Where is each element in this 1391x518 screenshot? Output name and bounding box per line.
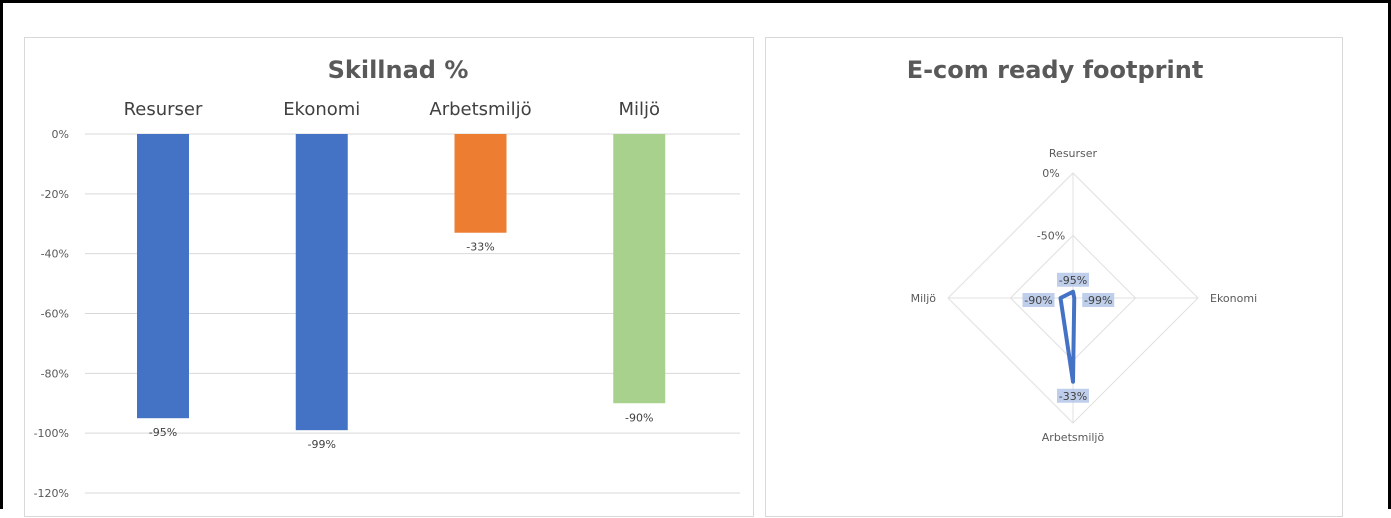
y-tick-label: 0% [52,128,69,141]
y-tick-label: -40% [41,248,69,261]
radar-data-label: -33% [1059,390,1087,403]
bar-chart-gridlines [85,133,740,494]
radar-chart-panel: E-com ready footprint 0% -50% Resurser Eko… [765,37,1343,517]
y-tick-label: -60% [41,308,69,321]
bar-chart-category-labels: Resurser Ekonomi Arbetsmiljö Miljö [124,99,660,120]
radial-tick-label: 0% [1042,167,1059,180]
y-tick-label: -80% [41,367,69,380]
data-label: -99% [308,438,336,451]
y-tick-label: -100% [34,427,69,440]
radar-chart: E-com ready footprint 0% -50% Resurser Eko… [907,56,1258,444]
radar-chart-category-labels: Resurser Ekonomi Arbetsmiljö Miljö [911,147,1258,444]
bar [613,134,666,404]
radar-chart-data-labels: -95% -99% -33% -90% [1022,272,1115,403]
radar-chart-title: E-com ready footprint [907,56,1204,84]
bar [137,134,189,419]
category-label: Arbetsmiljö [429,99,531,120]
radar-data-label-bg [1057,272,1089,287]
data-label: -90% [625,411,653,424]
bar-chart-bars [137,134,666,431]
radar-data-label-bg [1022,293,1055,307]
bar-chart-panel: Skillnad % 0% -20% -40% -60% -80% -100% -120% … [24,37,754,517]
category-label: Miljö [618,99,660,120]
radar-data-label: -99% [1084,294,1112,307]
bar [454,134,507,233]
y-tick-label: -20% [41,188,69,201]
radar-chart-radial-ticks: 0% -50% [1037,167,1065,243]
radar-data-label-bg [1082,293,1115,307]
radar-data-label: -95% [1059,274,1087,287]
bar-chart: Skillnad % 0%-20%-40%-60%-80%-100%-120% … [34,56,740,500]
radar-category-label: Resurser [1049,147,1098,160]
radar-series-line [1058,289,1077,384]
radar-chart-series [1058,289,1077,384]
radar-data-label-bg [1057,388,1089,403]
bar-chart-y-axis: 0% -20% -40% -60% -80% -100% -120% [34,128,69,500]
data-label: -33% [466,241,494,254]
data-label: -95% [149,426,177,439]
radar-category-label: Miljö [911,292,937,305]
bar [295,134,348,431]
radar-category-label: Ekonomi [1210,292,1257,305]
bar-chart-data-labels: -95% -99% -33% -90% [149,241,654,451]
bar-chart-title: Skillnad % [328,56,469,84]
category-label: Ekonomi [283,99,360,120]
y-tick-label: -120% [34,487,69,500]
radial-tick-label: -50% [1037,230,1065,243]
radar-category-label: Arbetsmiljö [1042,431,1105,444]
radar-data-label: -90% [1024,294,1052,307]
category-label: Resurser [124,99,203,120]
